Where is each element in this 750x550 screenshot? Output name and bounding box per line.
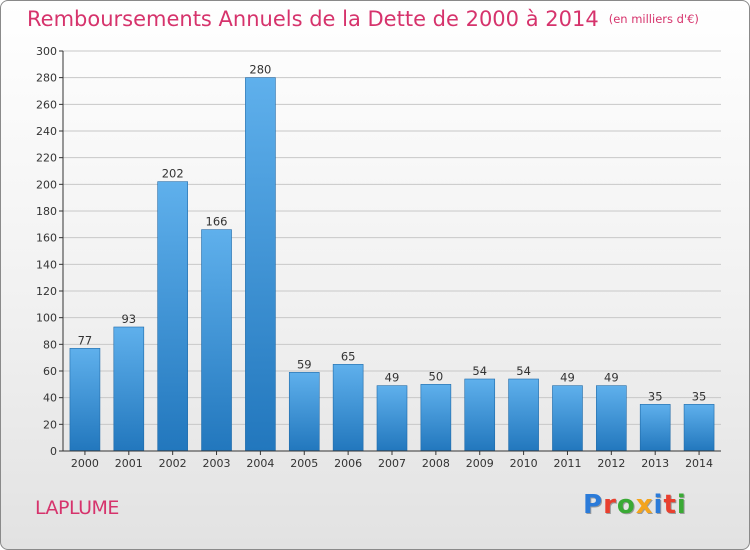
y-tick-label: 260 (36, 98, 57, 111)
logo-letter: i (676, 490, 687, 520)
x-tick-label: 2006 (334, 457, 362, 470)
y-tick-label: 120 (36, 285, 57, 298)
y-tick-label: 160 (36, 232, 57, 245)
data-label-2001: 93 (121, 312, 136, 326)
bar-2009 (464, 378, 496, 452)
x-tick-label: 2012 (597, 457, 625, 470)
bars (69, 77, 715, 452)
bar-2001 (113, 326, 145, 452)
bar-2003 (201, 229, 232, 452)
y-tick-label: 60 (43, 365, 57, 378)
data-label-2014: 35 (692, 389, 707, 403)
chart-unit: (en milliers d'€) (608, 12, 699, 26)
proxiti-logo: Proxiti (583, 490, 687, 520)
x-axis-ticks: 2000 2001 2002 2003 2004 2005 2006 2007 2008 2009… (71, 451, 713, 470)
x-tick-label: 2003 (203, 457, 231, 470)
bar-2011 (552, 385, 583, 452)
logo-letter: r (603, 490, 617, 520)
y-tick-label: 100 (36, 312, 57, 325)
bar-2010 (508, 378, 539, 452)
bar-2004 (245, 77, 276, 452)
logo-letter: x (635, 490, 654, 520)
commune-name: LAPLUME (35, 497, 119, 519)
data-label-2008: 50 (429, 369, 444, 383)
data-label-2003: 166 (206, 215, 228, 229)
y-tick-label: 240 (36, 125, 57, 138)
y-tick-label: 20 (43, 418, 57, 431)
data-label-2007: 49 (385, 371, 400, 385)
x-tick-label: 2007 (378, 457, 406, 470)
data-label-2004: 280 (249, 63, 271, 77)
y-tick-label: 180 (36, 205, 57, 218)
data-label-2000: 77 (78, 333, 93, 347)
x-tick-label: 2013 (641, 457, 669, 470)
data-label-2013: 35 (648, 389, 663, 403)
data-label-2010: 54 (516, 364, 531, 378)
data-label-2002: 202 (162, 167, 184, 181)
bar-2007 (376, 385, 408, 452)
chart-title: Remboursements Annuels de la Dette de 20… (27, 7, 699, 31)
logo-letter: P (583, 490, 604, 520)
bar-2005 (288, 372, 320, 452)
bar-2006 (332, 364, 364, 452)
data-label-2011: 49 (560, 371, 575, 385)
data-label-2012: 49 (604, 371, 619, 385)
data-label-2005: 59 (297, 357, 312, 371)
logo-letter: t (663, 490, 677, 520)
axes (62, 51, 721, 452)
x-tick-label: 2011 (553, 457, 581, 470)
y-axis-ticks: 0 20 40 60 80 100 120 140 160 180 200 220 240 260 280 3… (36, 45, 63, 458)
x-tick-label: 2001 (115, 457, 143, 470)
chart-title-text: Remboursements Annuels de la Dette de 20… (27, 7, 599, 31)
bar-2002 (157, 181, 188, 452)
data-label-2006: 65 (341, 349, 356, 363)
x-tick-label: 2008 (422, 457, 450, 470)
y-tick-label: 0 (50, 445, 57, 458)
y-tick-label: 200 (36, 178, 57, 191)
x-tick-label: 2002 (159, 457, 187, 470)
logo-letter: i (653, 490, 664, 520)
y-tick-label: 80 (43, 338, 57, 351)
x-tick-label: 2010 (510, 457, 538, 470)
y-tick-label: 220 (36, 152, 57, 165)
data-labels: 77 93 202 166 280 59 65 49 50 54 54 49 49 35 35 (78, 63, 707, 404)
bar-2008 (420, 384, 452, 452)
x-tick-label: 2005 (290, 457, 318, 470)
bar-2000 (69, 348, 101, 452)
x-tick-label: 2014 (685, 457, 713, 470)
y-tick-label: 40 (43, 392, 57, 405)
bar-2014 (683, 404, 715, 452)
x-tick-label: 2004 (246, 457, 274, 470)
bar-2013 (639, 404, 671, 452)
logo-letter: o (616, 490, 636, 520)
data-label-2009: 54 (472, 364, 487, 378)
y-tick-label: 300 (36, 45, 57, 58)
x-tick-label: 2000 (71, 457, 99, 470)
bar-2012 (596, 385, 627, 452)
y-tick-label: 280 (36, 72, 57, 85)
x-tick-label: 2009 (466, 457, 494, 470)
y-tick-label: 140 (36, 258, 57, 271)
